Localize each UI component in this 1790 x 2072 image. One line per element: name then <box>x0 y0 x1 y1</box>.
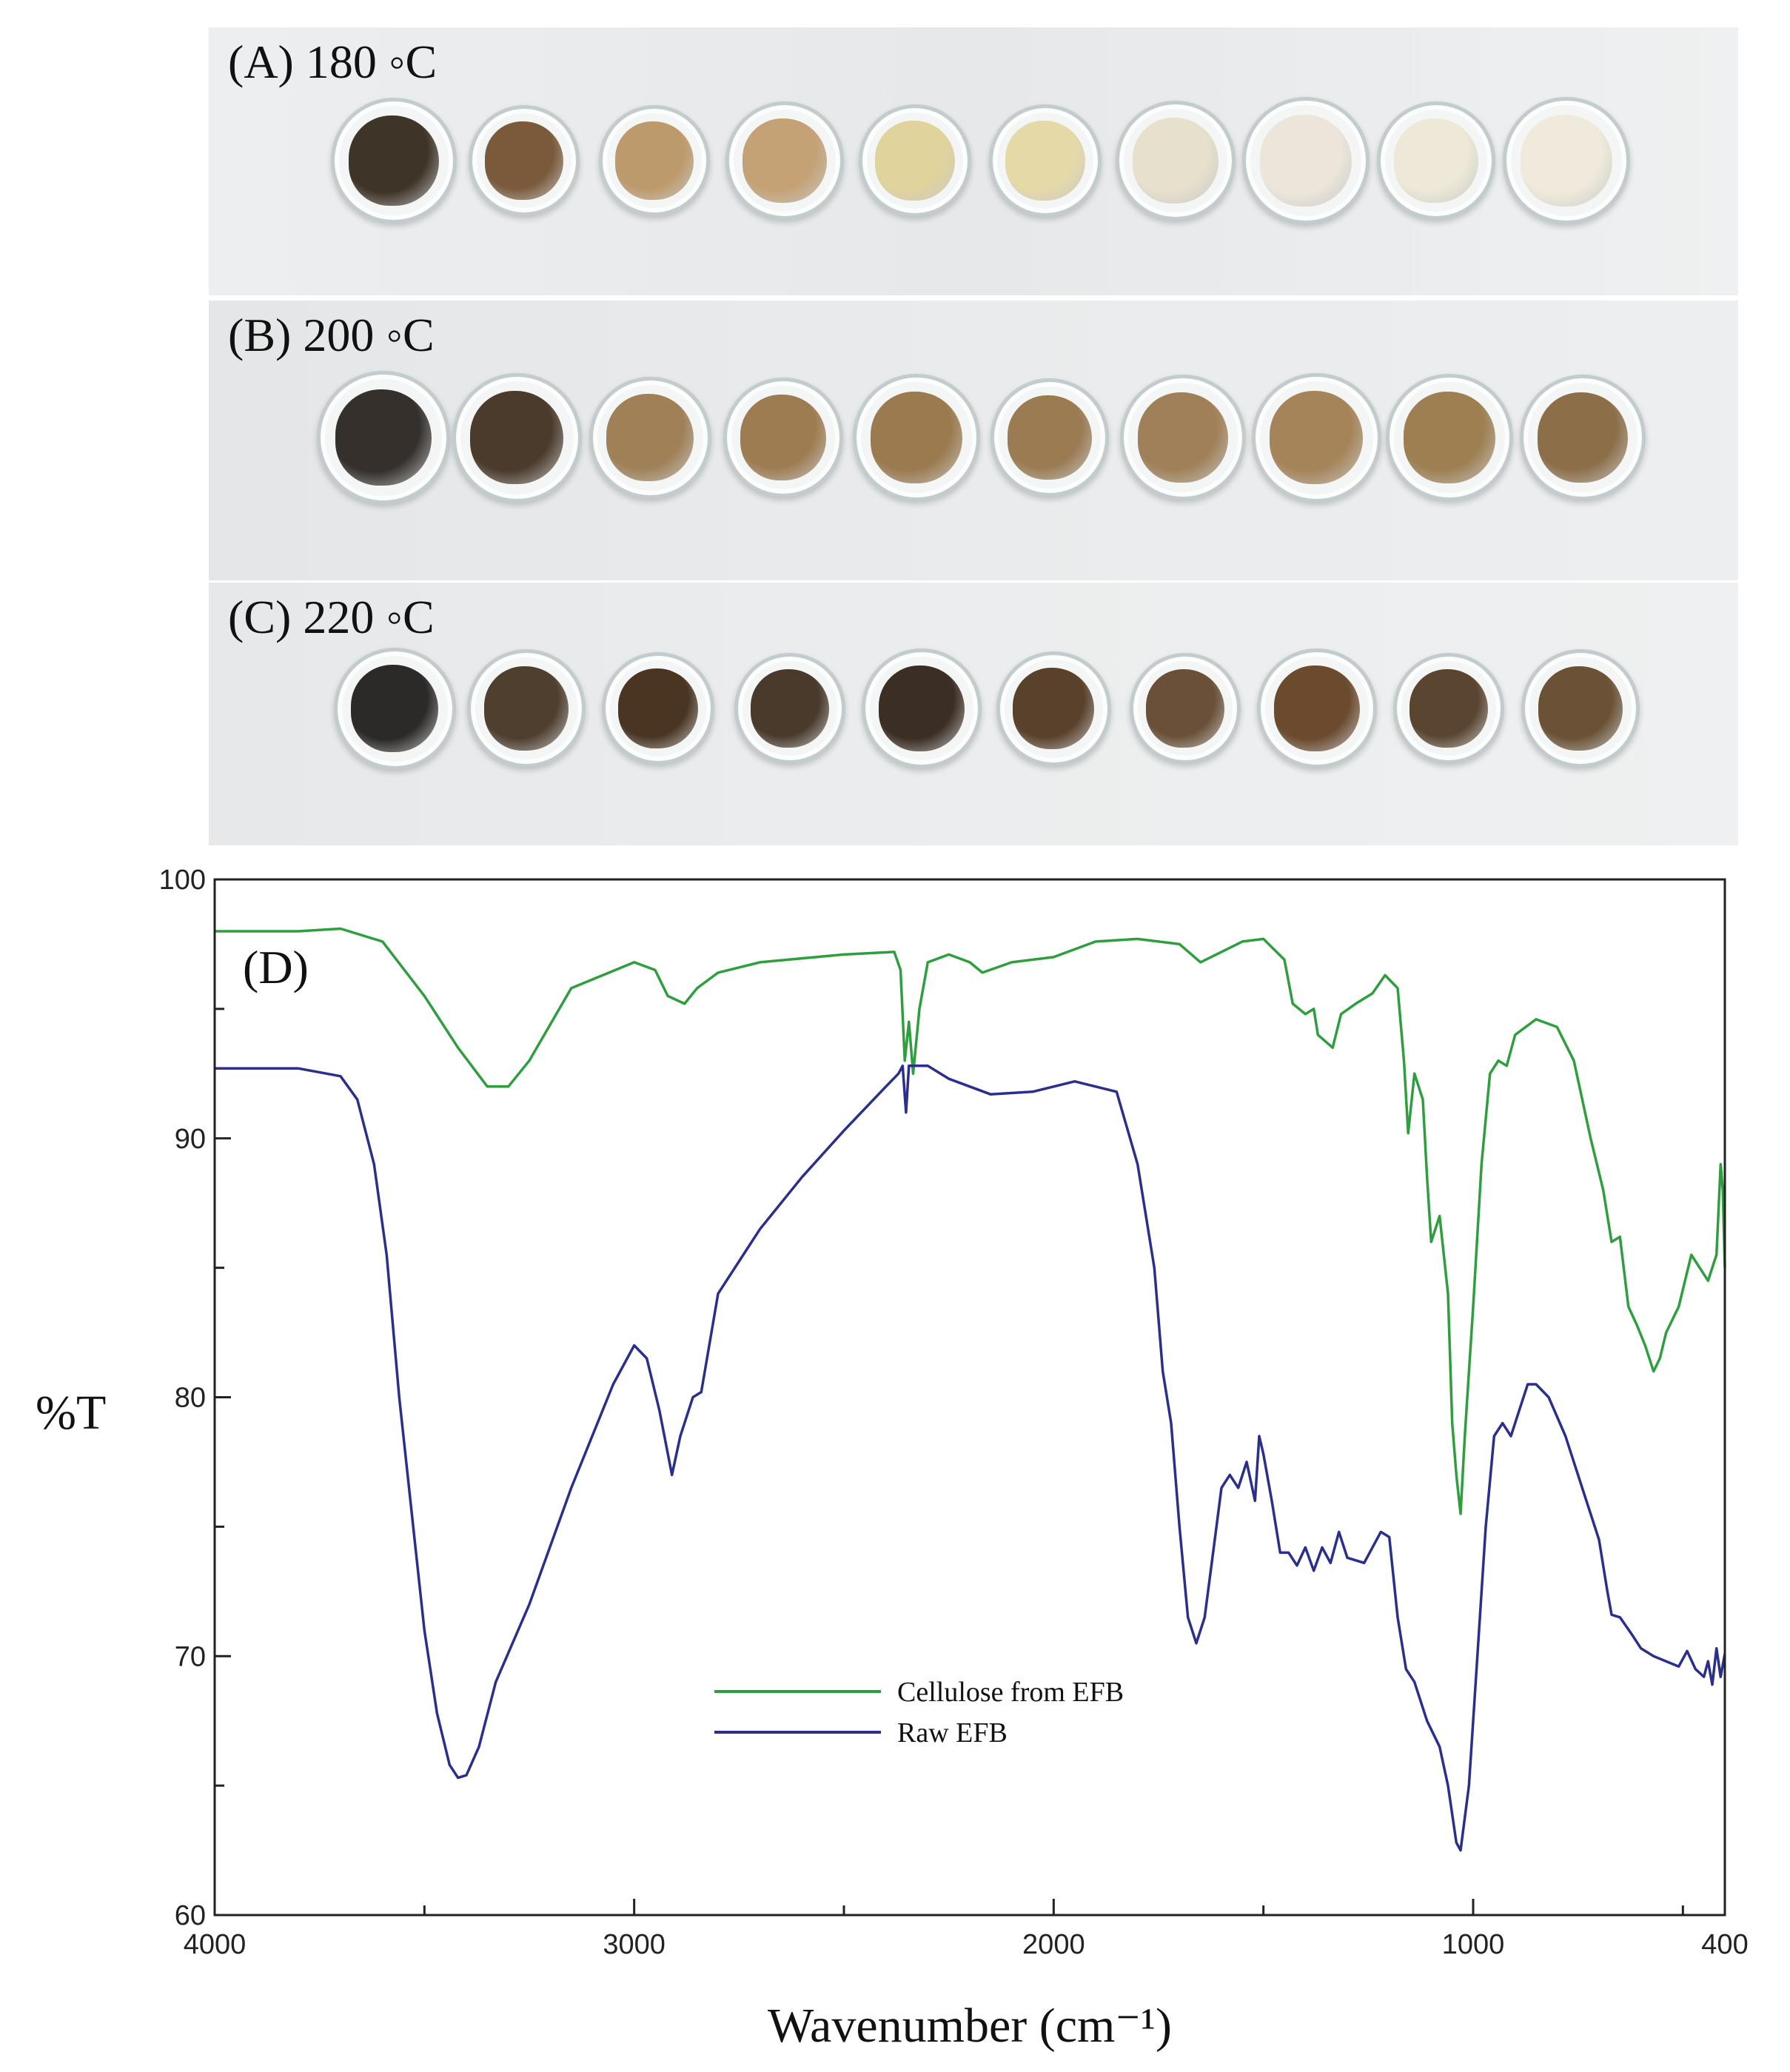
powder-sample <box>875 121 955 201</box>
petri-dish <box>734 653 845 764</box>
petri-dish <box>1257 648 1377 768</box>
powder-sample <box>484 121 564 201</box>
series-line-raw-efb <box>215 1065 1726 1852</box>
powder-sample <box>743 118 827 203</box>
powder-sample <box>879 665 965 751</box>
powder-sample <box>1138 392 1228 483</box>
x-tick-label: 3000 <box>603 1929 666 1960</box>
powder-sample <box>1005 121 1085 201</box>
petri-dish <box>859 104 971 217</box>
petri-dish <box>1130 653 1241 764</box>
powder-sample <box>351 665 438 752</box>
powder-sample <box>470 391 563 484</box>
petri-dish <box>725 101 844 220</box>
petri-dish <box>1521 649 1640 768</box>
powder-sample <box>1409 668 1489 748</box>
powder-sample <box>484 666 569 751</box>
petri-dish <box>589 376 711 499</box>
powder-sample <box>1404 392 1495 483</box>
petri-dish <box>1386 374 1513 501</box>
x-tick-label: 4000 <box>184 1929 247 1960</box>
petri-dish <box>452 372 582 503</box>
legend: Cellulose from EFB Raw EFB <box>714 1677 1124 1749</box>
y-tick-label: 60 <box>175 1900 206 1931</box>
plot-frame <box>213 878 1726 1917</box>
petri-dish <box>599 105 710 216</box>
photo-panel-200c: (B) 200 ◦C <box>209 301 1738 580</box>
powder-sample <box>349 115 439 206</box>
ftir-chart: 4000 3000 2000 1000 400 60 70 80 90 100 (D) %T Wa… <box>36 865 1749 2053</box>
petri-dish <box>989 104 1102 217</box>
petri-dish <box>1393 653 1504 764</box>
axis-ticks: 4000 3000 2000 1000 400 60 70 80 90 100 <box>159 865 1749 1960</box>
petri-dish <box>331 98 457 224</box>
y-tick-label: 70 <box>175 1641 206 1672</box>
petri-dish <box>333 647 456 770</box>
powder-sample <box>335 389 432 486</box>
y-tick-label: 100 <box>159 865 206 896</box>
x-tick-label: 1000 <box>1442 1929 1505 1960</box>
petri-dish <box>990 378 1109 497</box>
powder-sample <box>614 121 694 201</box>
petri-dish <box>1116 101 1236 221</box>
petri-dish <box>1520 375 1646 500</box>
x-axis-title: Wavenumber (cm⁻¹) <box>768 1999 1172 2053</box>
series-line-cellulose <box>215 927 1726 1515</box>
panel-label-c: (C) 220 ◦C <box>228 591 435 643</box>
powder-sample <box>1394 118 1478 203</box>
plot-area <box>215 927 1726 1852</box>
powder-sample <box>1521 115 1612 207</box>
panel-label-d: (D) <box>243 941 309 993</box>
petri-dish <box>317 371 450 504</box>
powder-sample <box>618 668 698 748</box>
powder-sample <box>1260 115 1352 207</box>
powder-sample <box>1145 668 1225 748</box>
petri-dish <box>996 651 1111 766</box>
legend-label-cellulose: Cellulose from EFB <box>897 1677 1124 1708</box>
powder-sample <box>606 394 694 481</box>
powder-sample <box>871 392 962 483</box>
powder-sample <box>1133 118 1219 204</box>
powder-sample <box>740 395 826 480</box>
x-tick-label: 400 <box>1701 1929 1748 1960</box>
x-tick-label: 2000 <box>1022 1929 1085 1960</box>
y-tick-label: 90 <box>175 1124 206 1155</box>
petri-dish <box>1242 97 1370 224</box>
y-tick-label: 80 <box>175 1383 206 1414</box>
petri-dish <box>469 105 580 216</box>
petri-dish <box>602 652 714 765</box>
petri-dish <box>723 378 843 497</box>
petri-dish <box>1503 97 1630 224</box>
petri-dish <box>1120 375 1246 500</box>
petri-dish <box>853 374 980 501</box>
panel-label-b: (B) 200 ◦C <box>228 309 435 361</box>
photo-panel-220c: (C) 220 ◦C <box>209 583 1738 845</box>
powder-sample <box>1008 395 1092 480</box>
y-axis-title: %T <box>36 1386 106 1440</box>
petri-dish <box>862 648 982 768</box>
powder-sample <box>1538 666 1623 751</box>
panel-label-a: (A) 180 ◦C <box>228 36 438 88</box>
powder-sample <box>1538 392 1628 483</box>
powder-sample <box>1274 665 1360 751</box>
petri-dish <box>1377 101 1495 220</box>
petri-dish <box>467 649 586 768</box>
powder-sample <box>750 668 830 748</box>
powder-sample <box>1012 667 1095 750</box>
petri-dish <box>1251 372 1381 503</box>
powder-sample <box>1270 391 1363 484</box>
photo-panel-180c: (A) 180 ◦C <box>209 27 1738 295</box>
legend-label-raw-efb: Raw EFB <box>897 1717 1008 1749</box>
